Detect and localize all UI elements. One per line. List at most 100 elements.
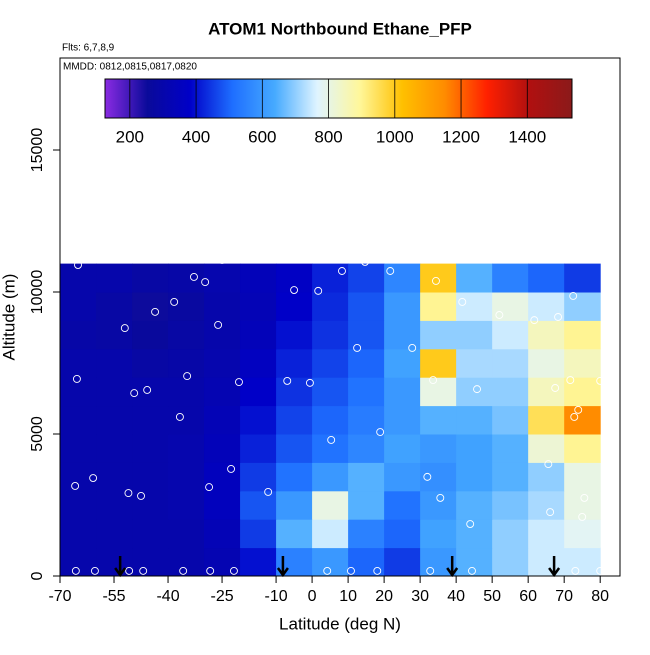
sample-point (124, 489, 133, 498)
sample-point (305, 378, 314, 387)
heat-cell (276, 490, 313, 520)
heat-cell (60, 377, 97, 407)
heat-cell (96, 348, 133, 378)
heat-cell (384, 519, 421, 549)
heat-cell (348, 348, 385, 378)
y-tick-label: 0 (29, 571, 46, 580)
heat-cell (168, 263, 205, 293)
heat-cell (348, 263, 385, 293)
heat-cell (168, 405, 205, 435)
heat-cell (384, 405, 421, 435)
sample-point (227, 464, 236, 473)
sample-point (130, 389, 139, 398)
heat-cell (564, 547, 601, 577)
heat-cell (60, 320, 97, 350)
heat-cell (204, 462, 241, 492)
colorbar (104, 78, 573, 119)
y-tick-label: 15000 (29, 128, 46, 173)
sample-point (151, 307, 160, 316)
sample-point (578, 512, 587, 521)
arrow (548, 556, 561, 578)
heat-cell (456, 405, 493, 435)
sample-point (436, 493, 445, 502)
heat-cell (96, 405, 133, 435)
x-tick-label: 70 (555, 588, 573, 605)
heat-cell (348, 292, 385, 321)
heat-cell (564, 263, 601, 293)
x-tick-label: -40 (156, 588, 179, 605)
heat-cell (60, 434, 97, 463)
sample-point (458, 297, 467, 306)
heat-cell (60, 292, 97, 321)
heat-cell (60, 348, 97, 378)
sample-point (353, 344, 362, 352)
heat-cell (492, 547, 529, 577)
sample-point (143, 386, 152, 394)
sample-point (596, 376, 605, 385)
heat-cell (564, 462, 601, 492)
heat-cell (420, 348, 457, 378)
sample-point (290, 286, 299, 294)
sample-point (466, 520, 475, 528)
heat-cell (96, 292, 133, 321)
heat-cell (348, 377, 385, 407)
x-tick-label: 0 (308, 588, 317, 605)
heat-cell (456, 348, 493, 378)
heat-cell (384, 547, 421, 577)
heat-cell (492, 519, 529, 549)
sample-point (139, 566, 148, 575)
heat-cell (384, 377, 421, 407)
heat-cell (492, 320, 529, 350)
sample-point (259, 251, 268, 260)
heat-cell (132, 519, 169, 549)
heat-cell (420, 405, 457, 435)
heat-cell (132, 348, 169, 378)
heat-cell (60, 490, 97, 520)
y-tick-label: 5000 (29, 416, 46, 452)
plot-frame (59, 57, 621, 577)
heat-cell (276, 405, 313, 435)
heat-cell (276, 519, 313, 549)
heat-cell (96, 434, 133, 463)
arrow (446, 556, 459, 578)
sample-point (495, 311, 504, 319)
heat-cell (276, 292, 313, 321)
colorbar-tick-label: 600 (248, 127, 276, 146)
heat-cell (204, 263, 241, 293)
x-tick-label: -70 (48, 588, 71, 605)
sample-point (74, 261, 82, 269)
heat-cell (420, 377, 457, 407)
x-tick-label: 30 (411, 588, 429, 605)
heat-cell (96, 547, 133, 577)
heat-cell (312, 377, 349, 407)
heat-cell (240, 405, 277, 435)
heat-cell (132, 462, 169, 492)
heat-cell (348, 519, 385, 549)
heat-cell (312, 434, 349, 463)
heat-cell (168, 434, 205, 463)
heat-cell (528, 377, 565, 407)
heat-cell (240, 263, 277, 293)
heat-cell (132, 263, 169, 293)
sample-point (426, 566, 435, 575)
colorbar-tick-label: 1400 (508, 127, 546, 146)
heat-cell (204, 547, 241, 577)
heat-cell (204, 490, 241, 520)
heat-cell (276, 320, 313, 350)
heat-cell (492, 405, 529, 435)
heat-cell (132, 405, 169, 435)
arrow (114, 556, 127, 578)
heat-cell (492, 377, 529, 407)
sample-point (170, 297, 179, 306)
sample-point (137, 491, 145, 500)
heat-cell (168, 320, 205, 350)
sample-point (566, 376, 575, 384)
sample-point (206, 566, 215, 575)
colorbar-tick-label: 800 (314, 127, 342, 146)
heat-cell (456, 263, 493, 293)
x-tick-label: 20 (375, 588, 393, 605)
heat-cell (456, 462, 493, 492)
heat-cell (528, 348, 565, 378)
heat-cell (420, 490, 457, 520)
